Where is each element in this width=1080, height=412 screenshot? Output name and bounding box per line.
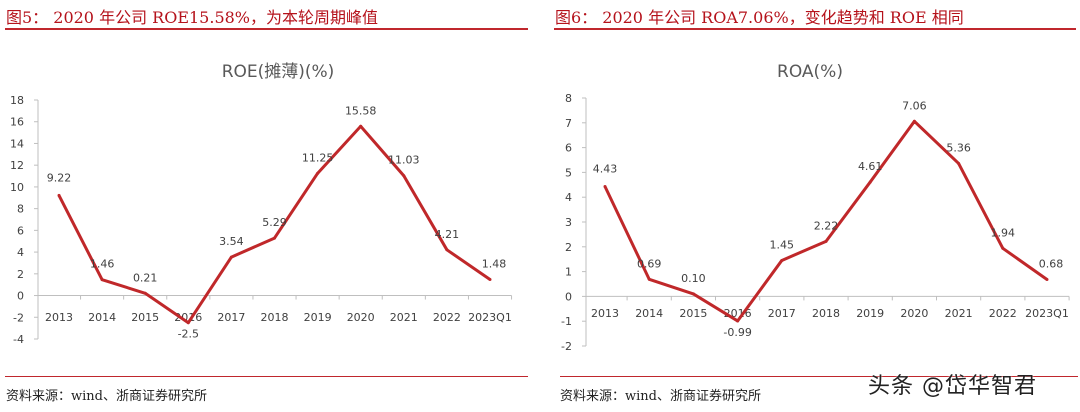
caption-divider [5, 28, 528, 30]
y-tick-label: 0 [17, 290, 24, 303]
x-tick-label: 2013 [45, 311, 73, 324]
data-label: 2.22 [814, 219, 839, 232]
chart-title: ROE(摊薄)(%) [222, 62, 335, 82]
x-tick-label: 2021 [945, 307, 973, 320]
y-tick-label: 12 [10, 159, 24, 172]
y-tick-label: 5 [565, 166, 572, 179]
data-label: 1.45 [770, 238, 795, 251]
data-label: 0.69 [637, 257, 662, 270]
y-tick-label: 14 [10, 137, 24, 150]
y-tick-label: -2 [561, 340, 572, 353]
data-label: 0.10 [681, 272, 706, 285]
y-tick-label: 2 [17, 268, 24, 281]
data-label: 0.21 [133, 271, 158, 284]
y-tick-label: -1 [561, 315, 572, 328]
y-tick-label: 7 [565, 117, 572, 130]
data-point [1001, 246, 1005, 250]
y-tick-label: -4 [13, 333, 24, 346]
y-tick-label: 2 [565, 241, 572, 254]
data-point [57, 193, 61, 197]
source-divider [560, 376, 1078, 377]
data-point [736, 319, 740, 323]
x-tick-label: 2018 [261, 311, 289, 324]
figure-6-caption: 图6： 2020 年公司 ROA7.06%，变化趋势和 ROE 相同 [555, 8, 964, 27]
data-label: 1.94 [991, 226, 1016, 239]
data-label: 15.58 [345, 104, 377, 117]
x-tick-label: 2021 [390, 311, 418, 324]
x-tick-label: 2015 [679, 307, 707, 320]
data-label: -2.5 [178, 328, 199, 341]
data-point [143, 291, 147, 295]
data-label: 1.48 [482, 257, 507, 270]
x-tick-label: 2014 [635, 307, 663, 320]
y-tick-label: 0 [565, 290, 572, 303]
data-point [186, 321, 190, 325]
x-tick-label: 2017 [217, 311, 245, 324]
data-label: 1.46 [90, 258, 115, 271]
data-point [316, 171, 320, 175]
x-tick-label: 2023Q1 [1025, 307, 1069, 320]
data-label: 5.29 [262, 216, 287, 229]
x-tick-label: 2013 [591, 307, 619, 320]
y-tick-label: 18 [10, 94, 24, 107]
y-tick-label: 16 [10, 116, 24, 129]
source-divider [5, 376, 528, 377]
x-tick-label: 2022 [433, 311, 461, 324]
data-label: 11.25 [302, 151, 334, 164]
data-label: 5.36 [946, 141, 971, 154]
x-tick-label: 2020 [900, 307, 928, 320]
y-tick-label: 8 [17, 203, 24, 216]
x-tick-label: 2015 [131, 311, 159, 324]
watermark: 头条 @岱华智君 [868, 374, 1037, 399]
x-tick-label: 2018 [812, 307, 840, 320]
data-point [603, 185, 607, 189]
chart-title: ROA(%) [777, 62, 843, 82]
x-tick-label: 2019 [856, 307, 884, 320]
y-tick-label: 8 [565, 92, 572, 105]
data-label: -0.99 [723, 326, 751, 339]
data-point [359, 124, 363, 128]
data-point [273, 236, 276, 240]
y-tick-label: 3 [565, 216, 572, 229]
y-tick-label: 4 [565, 191, 572, 204]
y-tick-label: 6 [17, 224, 24, 237]
data-point [445, 248, 449, 252]
data-point [691, 292, 695, 296]
data-label: 7.06 [902, 99, 927, 112]
figure-6-source: 资料来源：wind、浙商证券研究所 [560, 389, 761, 404]
x-tick-label: 2023Q1 [468, 311, 512, 324]
x-tick-label: 2014 [88, 311, 116, 324]
data-point [647, 277, 651, 281]
caption-divider [554, 28, 1076, 30]
y-tick-label: -2 [13, 311, 24, 324]
data-point [1045, 278, 1049, 282]
data-point [868, 180, 872, 184]
x-tick-label: 2020 [347, 311, 375, 324]
x-tick-label: 2019 [304, 311, 332, 324]
data-label: 4.43 [593, 163, 618, 176]
data-point [229, 255, 233, 259]
data-point [912, 119, 916, 123]
data-label: 4.61 [858, 160, 883, 173]
data-point [957, 161, 961, 165]
data-point [100, 278, 104, 282]
x-tick-label: 2022 [989, 307, 1017, 320]
data-point [488, 277, 492, 281]
x-tick-label: 2017 [768, 307, 796, 320]
data-label: 11.03 [388, 154, 420, 167]
y-tick-label: 10 [10, 181, 24, 194]
data-label: 0.68 [1039, 258, 1064, 271]
data-label: 4.21 [435, 228, 460, 241]
y-tick-label: 4 [17, 246, 24, 259]
data-point [402, 174, 406, 178]
data-point [824, 239, 828, 243]
y-tick-label: 1 [565, 266, 572, 279]
data-label: 3.54 [219, 235, 244, 248]
data-label: 9.22 [47, 171, 72, 184]
figure-5-source: 资料来源：wind、浙商证券研究所 [6, 389, 207, 404]
figure-5-caption: 图5： 2020 年公司 ROE15.58%，为本轮周期峰值 [6, 8, 379, 27]
data-point [780, 258, 784, 262]
y-tick-label: 6 [565, 142, 572, 155]
